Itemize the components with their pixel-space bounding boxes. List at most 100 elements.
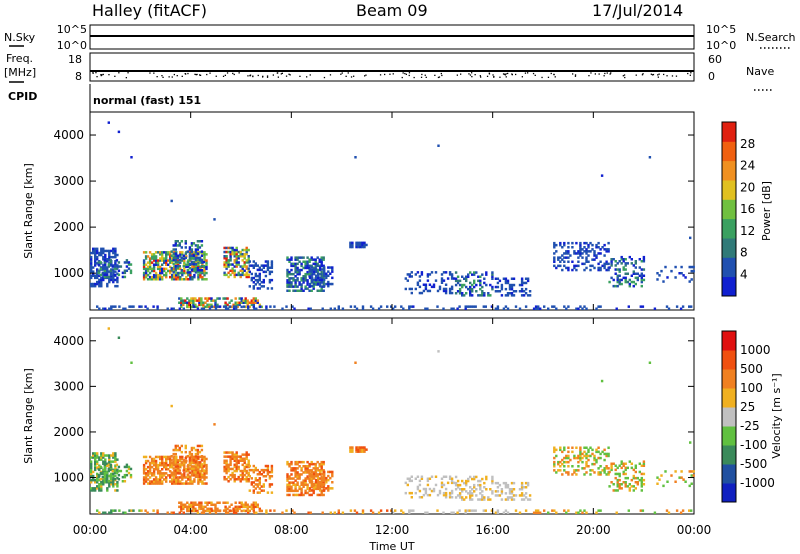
nave-dot (480, 76, 482, 78)
velocity-cell (247, 453, 250, 456)
power-cell (144, 305, 147, 308)
velocity-cell (689, 441, 692, 444)
velocity-cell (125, 473, 129, 477)
velocity-cell (553, 450, 556, 454)
velocity-cell (310, 493, 313, 497)
velocity-cell (483, 481, 486, 485)
colorbar-tick-label: -100 (740, 438, 767, 452)
power-cell (188, 258, 192, 262)
velocity-cell (456, 511, 459, 514)
power-cell (504, 305, 508, 308)
velocity-cell (624, 466, 627, 470)
velocity-cell (129, 473, 133, 477)
velocity-cell (508, 496, 512, 499)
velocity-cell (256, 468, 259, 472)
velocity-cell (315, 472, 318, 476)
velocity-cell (227, 465, 230, 469)
velocity-cell (624, 472, 627, 476)
velocity-cell (306, 487, 309, 491)
velocity-cell (112, 481, 115, 484)
power-cell (230, 305, 233, 309)
velocity-cell (100, 487, 103, 490)
nave-dot (505, 73, 507, 75)
power-cell (188, 303, 191, 307)
velocity-cell (179, 459, 182, 463)
velocity-cell (193, 478, 196, 481)
power-cell (320, 275, 323, 278)
power-cell (144, 273, 148, 277)
velocity-cell (233, 478, 236, 481)
velocity-cell (294, 485, 297, 488)
velocity-cell (313, 472, 316, 476)
velocity-cell (266, 470, 270, 474)
power-cell (94, 264, 97, 267)
power-cell (163, 269, 166, 273)
velocity-cell (194, 457, 198, 460)
velocity-cell (107, 467, 110, 471)
velocity-cell (259, 509, 262, 512)
velocity-cell (195, 465, 198, 469)
power-cell (464, 305, 467, 308)
velocity-cell (351, 446, 354, 449)
power-cell (298, 272, 301, 276)
velocity-cell (183, 482, 186, 485)
velocity-cell (322, 460, 325, 464)
velocity-cell (599, 509, 602, 512)
velocity-cell (165, 461, 168, 465)
power-cell (146, 269, 150, 273)
power-cell (184, 256, 187, 260)
velocity-cell (432, 489, 436, 493)
power-cell (156, 261, 160, 264)
power-cell (183, 271, 186, 275)
power-cell (192, 260, 196, 264)
power-cell (571, 260, 574, 263)
power-cell (610, 260, 613, 263)
velocity-cell (144, 474, 148, 477)
velocity-cell (199, 480, 202, 483)
power-cell (593, 266, 596, 270)
velocity-cell (475, 488, 478, 491)
power-cell (163, 273, 166, 277)
power-cell (322, 264, 325, 268)
power-cell (171, 278, 174, 281)
velocity-cell (410, 491, 413, 495)
velocity-cell (323, 474, 326, 478)
power-cell (608, 266, 611, 269)
velocity-cell (404, 481, 407, 485)
power-cell (167, 269, 170, 273)
velocity-cell (607, 446, 610, 449)
power-cell (170, 266, 173, 270)
power-cell (247, 248, 250, 252)
velocity-cell (424, 491, 428, 495)
power-cell (351, 245, 354, 249)
power-cell (630, 274, 633, 277)
velocity-cell (100, 483, 103, 486)
power-cell (567, 305, 570, 308)
power-cell (314, 283, 317, 286)
velocity-cell (585, 462, 588, 466)
power-cell (97, 269, 100, 272)
power-cell (98, 278, 101, 282)
velocity-cell (294, 493, 297, 497)
velocity-cell (331, 474, 334, 478)
power-cell (175, 278, 178, 281)
velocity-cell (585, 456, 588, 460)
power-cell (185, 263, 188, 266)
power-cell (469, 281, 472, 285)
power-cell (390, 305, 393, 308)
velocity-cell (96, 460, 99, 463)
colorbar-segment (722, 369, 736, 389)
power-cell (185, 278, 188, 281)
power-cell (174, 256, 177, 260)
velocity-cell (581, 511, 584, 514)
velocity-cell (124, 511, 127, 514)
power-cell (96, 274, 99, 277)
velocity-cell (322, 485, 325, 488)
velocity-cell (489, 498, 492, 501)
power-cell (188, 305, 191, 309)
power-cell (294, 275, 297, 278)
velocity-cell (184, 503, 187, 506)
velocity-cell (498, 494, 502, 497)
power-cell (642, 278, 646, 282)
